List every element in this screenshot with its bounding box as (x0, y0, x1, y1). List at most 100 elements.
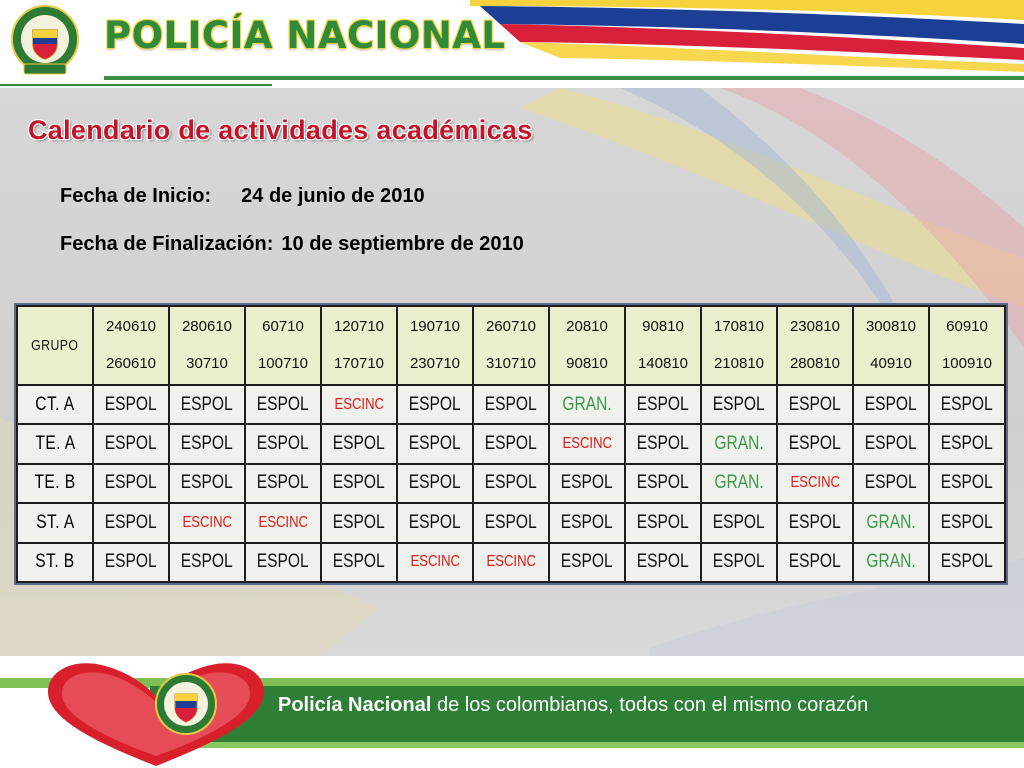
schedule-cell: ESPOL (700, 383, 778, 426)
group-cell: ST. A (16, 502, 94, 544)
period-header: 170810 210810 (700, 305, 778, 386)
footer-band (150, 686, 1024, 742)
schedule-cell: ESPOL (320, 502, 398, 544)
period-header: 280610 30710 (168, 305, 246, 386)
schedule-cell: ESPOL (472, 383, 550, 426)
schedule-cell: ESPOL (168, 462, 246, 505)
schedule-table-frame: GRUPO 240610 260610 280610 30710 60710 1007… (14, 303, 1008, 585)
period-header: 60910 100910 (928, 305, 1006, 386)
schedule-cell: ESCINC (472, 541, 550, 584)
period-header: 60710 100710 (244, 305, 322, 386)
group-cell: TE. B (16, 462, 94, 505)
slogan-bold: Policía Nacional (278, 694, 432, 716)
schedule-cell: GRAN. (852, 541, 930, 584)
group-cell: TE. A (16, 423, 94, 465)
start-date-label: Fecha de Inicio: (60, 185, 212, 207)
schedule-cell: ESPOL (396, 502, 474, 544)
schedule-cell: ESPOL (624, 502, 702, 544)
schedule-cell: ESPOL (852, 462, 930, 505)
schedule-cell: ESPOL (928, 502, 1006, 544)
schedule-cell: ESPOL (244, 423, 322, 465)
schedule-cell: ESPOL (92, 423, 170, 465)
table-header-row: GRUPO 240610 260610 280610 30710 60710 1007… (16, 305, 1006, 386)
slide-content: Calendario de actividades académicas Fec… (0, 88, 1024, 656)
schedule-cell: ESPOL (852, 383, 930, 426)
table-row: TE. A ESPOL ESPOL ESPOL ESPOL ESPOL ESPOL ESCIN… (16, 423, 1006, 465)
schedule-cell: ESPOL (928, 462, 1006, 505)
schedule-cell: ESPOL (92, 541, 170, 584)
schedule-cell: ESPOL (320, 541, 398, 584)
schedule-cell: ESPOL (624, 462, 702, 505)
schedule-cell: ESCINC (776, 462, 854, 505)
flag-stripes-decoration (470, 0, 1024, 72)
schedule-cell: GRAN. (700, 462, 778, 505)
schedule-cell: ESPOL (396, 423, 474, 465)
schedule-cell: ESPOL (244, 541, 322, 584)
header: POLICÍA NACIONAL (0, 0, 1024, 86)
schedule-cell: ESPOL (852, 423, 930, 465)
period-header: 120710 170710 (320, 305, 398, 386)
period-header: 260710 310710 (472, 305, 550, 386)
group-cell: ST. B (16, 541, 94, 584)
schedule-cell: ESPOL (928, 383, 1006, 426)
schedule-cell: ESPOL (624, 423, 702, 465)
end-date-value: 10 de septiembre de 2010 (281, 233, 524, 255)
schedule-cell: ESPOL (776, 541, 854, 584)
start-date-value: 24 de junio de 2010 (241, 185, 425, 207)
schedule-cell: ESPOL (168, 383, 246, 426)
schedule-cell: ESCINC (244, 502, 322, 544)
slogan: Policía Nacional de los colombianos, tod… (278, 694, 868, 717)
schedule-cell: GRAN. (548, 383, 626, 426)
schedule-cell: ESPOL (624, 541, 702, 584)
schedule-cell: ESCINC (320, 383, 398, 426)
end-date-label: Fecha de Finalización: (60, 233, 274, 255)
schedule-cell: ESPOL (92, 502, 170, 544)
schedule-cell: ESPOL (320, 462, 398, 505)
header-divider (104, 76, 1024, 80)
period-header: 90810 140810 (624, 305, 702, 386)
period-header: 300810 40910 (852, 305, 930, 386)
schedule-cell: GRAN. (700, 423, 778, 465)
table-row: CT. A ESPOL ESPOL ESPOL ESCINC ESPOL ESPOL GRAN… (16, 383, 1006, 426)
schedule-cell: ESPOL (168, 423, 246, 465)
period-header: 230810 280810 (776, 305, 854, 386)
schedule-cell: ESCINC (548, 423, 626, 465)
schedule-cell: ESCINC (396, 541, 474, 584)
schedule-cell: ESPOL (548, 502, 626, 544)
schedule-cell: ESPOL (548, 541, 626, 584)
schedule-cell: ESPOL (548, 462, 626, 505)
schedule-cell: ESPOL (244, 462, 322, 505)
footer-band-bottom (150, 742, 1024, 748)
schedule-cell: ESPOL (92, 383, 170, 426)
slogan-rest: de los colombianos, todos con el mismo c… (431, 694, 869, 716)
schedule-cell: ESPOL (320, 423, 398, 465)
schedule-cell: ESPOL (396, 383, 474, 426)
schedule-cell: ESPOL (700, 502, 778, 544)
schedule-cell: ESPOL (168, 541, 246, 584)
group-header: GRUPO (16, 305, 94, 386)
footer: Policía Nacional de los colombianos, tod… (0, 656, 1024, 768)
schedule-cell: ESPOL (776, 502, 854, 544)
table-row: TE. B ESPOL ESPOL ESPOL ESPOL ESPOL ESPOL ESPOL… (16, 462, 1006, 505)
start-date-line: Fecha de Inicio: 24 de junio de 2010 (60, 185, 425, 208)
table-row: ST. B ESPOL ESPOL ESPOL ESPOL ESCINC ESCINC ESP… (16, 541, 1006, 584)
schedule-cell: ESPOL (928, 423, 1006, 465)
schedule-cell: ESPOL (624, 383, 702, 426)
schedule-cell: ESPOL (776, 383, 854, 426)
schedule-cell: ESPOL (700, 541, 778, 584)
schedule-cell: ESPOL (92, 462, 170, 505)
schedule-cell: ESCINC (168, 502, 246, 544)
organization-name: POLICÍA NACIONAL (104, 14, 506, 57)
period-header: 190710 230710 (396, 305, 474, 386)
period-header: 240610 260610 (92, 305, 170, 386)
schedule-cell: ESPOL (244, 383, 322, 426)
schedule-cell: ESPOL (472, 462, 550, 505)
police-crest-icon (10, 4, 80, 78)
schedule-cell: ESPOL (776, 423, 854, 465)
period-header: 20810 90810 (548, 305, 626, 386)
schedule-table: GRUPO 240610 260610 280610 30710 60710 1007… (16, 305, 1006, 584)
header-divider-short (0, 84, 272, 86)
heart-crest-icon (48, 663, 264, 766)
schedule-cell: ESPOL (472, 502, 550, 544)
table-row: ST. A ESPOL ESCINC ESCINC ESPOL ESPOL ESPOL ESP… (16, 502, 1006, 544)
